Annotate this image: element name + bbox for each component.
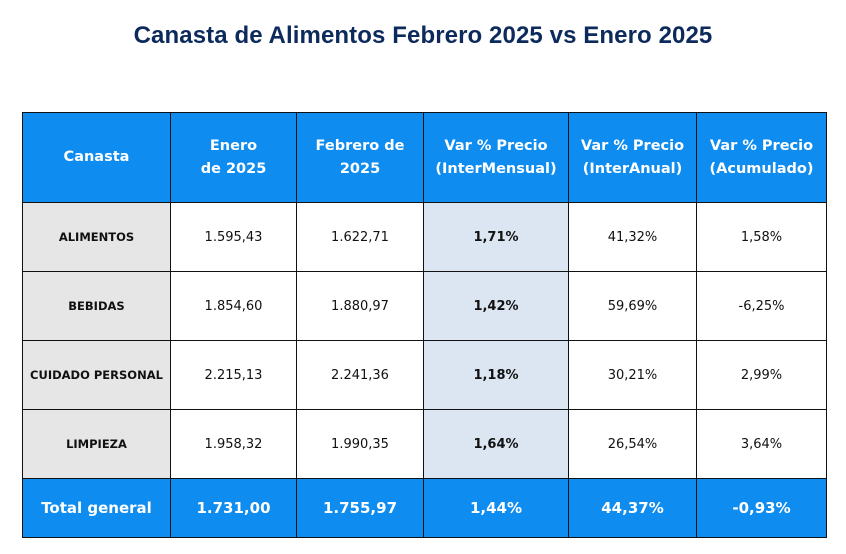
interanual-cell: 26,54% — [568, 409, 697, 479]
interanual-cell: 41,32% — [568, 202, 697, 272]
header-var-interanual: Var % Precio (InterAnual) — [568, 112, 697, 203]
interanual-cell: 59,69% — [568, 271, 697, 341]
febrero-cell: 2.241,36 — [296, 340, 424, 410]
intermensual-cell: 1,42% — [423, 271, 569, 341]
category-cell: LIMPIEZA — [22, 409, 171, 479]
interanual-cell: 30,21% — [568, 340, 697, 410]
acumulado-cell: 2,99% — [696, 340, 827, 410]
category-cell: ALIMENTOS — [22, 202, 171, 272]
table-row: LIMPIEZA 1.958,32 1.990,35 1,64% 26,54% … — [22, 409, 827, 479]
acumulado-cell: -6,25% — [696, 271, 827, 341]
category-cell: CUIDADO PERSONAL — [22, 340, 171, 410]
table-row: CUIDADO PERSONAL 2.215,13 2.241,36 1,18%… — [22, 340, 827, 410]
header-row: Canasta Enero de 2025 Febrero de 2025 Var … — [22, 112, 827, 203]
page-title: Canasta de Alimentos Febrero 2025 vs Ene… — [133, 22, 713, 49]
intermensual-cell: 1,64% — [423, 409, 569, 479]
intermensual-cell: 1,71% — [423, 202, 569, 272]
header-var-acumulado: Var % Precio (Acumulado) — [696, 112, 827, 203]
enero-cell: 1.595,43 — [170, 202, 297, 272]
enero-cell: 1.854,60 — [170, 271, 297, 341]
header-canasta: Canasta — [22, 112, 171, 203]
acumulado-cell: 3,64% — [696, 409, 827, 479]
febrero-cell: 1.990,35 — [296, 409, 424, 479]
header-enero: Enero de 2025 — [170, 112, 297, 203]
febrero-cell: 1.622,71 — [296, 202, 424, 272]
total-interanual: 44,37% — [568, 478, 697, 538]
total-row: Total general 1.731,00 1.755,97 1,44% 44… — [22, 478, 827, 538]
total-acumulado: -0,93% — [696, 478, 827, 538]
price-table: Canasta Enero de 2025 Febrero de 2025 Var … — [22, 112, 827, 538]
total-label: Total general — [22, 478, 171, 538]
header-febrero: Febrero de 2025 — [296, 112, 424, 203]
febrero-cell: 1.880,97 — [296, 271, 424, 341]
total-febrero: 1.755,97 — [296, 478, 424, 538]
acumulado-cell: 1,58% — [696, 202, 827, 272]
enero-cell: 2.215,13 — [170, 340, 297, 410]
table-row: ALIMENTOS 1.595,43 1.622,71 1,71% 41,32%… — [22, 202, 827, 272]
table-row: BEBIDAS 1.854,60 1.880,97 1,42% 59,69% -… — [22, 271, 827, 341]
intermensual-cell: 1,18% — [423, 340, 569, 410]
enero-cell: 1.958,32 — [170, 409, 297, 479]
category-cell: BEBIDAS — [22, 271, 171, 341]
total-intermensual: 1,44% — [423, 478, 569, 538]
header-var-intermensual: Var % Precio (InterMensual) — [423, 112, 569, 203]
total-enero: 1.731,00 — [170, 478, 297, 538]
